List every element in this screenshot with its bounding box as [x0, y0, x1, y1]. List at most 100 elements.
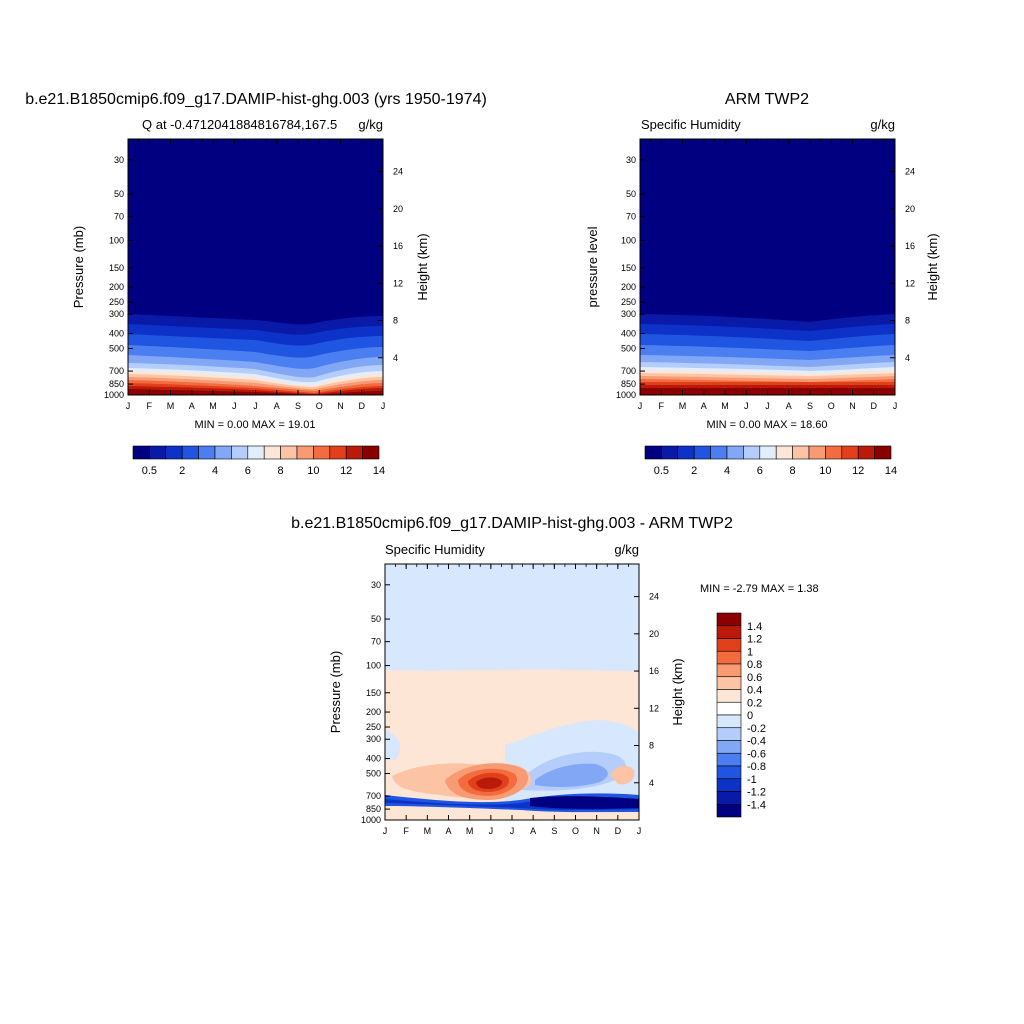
colorbar-swatch	[693, 445, 711, 460]
colorbar-label: -0.8	[747, 761, 766, 773]
panel-b-title: ARM TWP2	[725, 91, 809, 108]
panel-c-title: b.e21.B1850cmip6.f09_g17.DAMIP-hist-ghg.…	[291, 515, 733, 532]
x-tick-label: A	[530, 826, 536, 836]
panel-c-pos-patch-5	[476, 777, 503, 789]
colorbar-swatch	[716, 676, 742, 690]
panel-b-left-string: Specific Humidity	[641, 117, 741, 132]
colorbar-swatch	[759, 445, 777, 460]
y-tick-label: 70	[371, 637, 381, 647]
x-tick-label: J	[638, 401, 643, 411]
x-tick-label: J	[637, 826, 642, 836]
colorbar-swatch	[775, 445, 793, 460]
y2-tick-label: 8	[393, 316, 398, 326]
panel-c-axes: Pressure (mb) Height (km) MIN = -2.79 MA…	[328, 564, 819, 836]
panel-c-neg-band-3	[530, 796, 639, 809]
y-tick-label: 30	[626, 155, 636, 165]
y-tick-label: 100	[621, 236, 636, 246]
colorbar-swatch	[661, 445, 679, 460]
panel-c-colorbar: 1.41.210.80.60.40.20-0.2-0.4-0.6-0.8-1-1…	[716, 612, 766, 818]
y2-tick-label: 20	[905, 204, 915, 214]
colorbar-swatch	[792, 445, 810, 460]
colorbar-label: -0.4	[747, 736, 766, 748]
colorbar-swatch	[710, 445, 728, 460]
x-tick-label: J	[381, 401, 386, 411]
colorbar-swatch	[716, 714, 742, 729]
y-tick-label: 70	[626, 212, 636, 222]
y-tick-label: 1000	[361, 815, 381, 825]
colorbar-label: 2	[179, 465, 185, 477]
colorbar-label: -0.6	[747, 748, 766, 760]
panel-b-y2label: Height (km)	[925, 233, 940, 300]
y2-tick-label: 4	[393, 353, 398, 363]
y-tick-label: 50	[114, 189, 124, 199]
colorbar-swatch	[329, 445, 347, 460]
x-tick-label: M	[167, 401, 175, 411]
colorbar-label: 12	[852, 465, 864, 477]
x-tick-label: D	[871, 401, 878, 411]
colorbar-swatch	[716, 663, 742, 678]
panel-model: b.e21.B1850cmip6.f09_g17.DAMIP-hist-ghg.…	[25, 91, 487, 477]
y2-tick-label: 12	[905, 278, 915, 288]
colorbar-swatch	[716, 752, 742, 767]
y-tick-label: 400	[366, 754, 381, 764]
x-tick-label: S	[295, 401, 301, 411]
colorbar-label: 0.5	[142, 465, 157, 477]
x-tick-label: M	[209, 401, 217, 411]
x-tick-label: O	[828, 401, 835, 411]
colorbar-label: -1	[747, 774, 757, 786]
colorbar-label: -1.4	[747, 799, 766, 811]
colorbar-swatch	[247, 445, 265, 460]
y2-tick-label: 16	[393, 241, 403, 251]
colorbar-swatch	[165, 445, 183, 460]
y-tick-label: 250	[109, 297, 124, 307]
x-tick-label: S	[551, 826, 557, 836]
colorbar-label: 8	[278, 465, 284, 477]
panel-b-axes: pressure level Height (km) MIN = 0.00 MA…	[585, 139, 940, 431]
colorbar-label: 6	[757, 465, 763, 477]
colorbar-swatch	[716, 803, 742, 818]
y2-tick-label: 24	[649, 592, 659, 602]
panel-c-ylabel: Pressure (mb)	[328, 651, 343, 733]
y2-tick-label: 4	[649, 778, 654, 788]
y-tick-label: 500	[366, 769, 381, 779]
x-tick-label: O	[572, 826, 579, 836]
colorbar-swatch	[726, 445, 744, 460]
colorbar-swatch	[280, 445, 298, 460]
y2-tick-label: 20	[649, 629, 659, 639]
panel-a-right-string: g/kg	[358, 117, 383, 132]
colorbar-label: 1	[747, 646, 753, 658]
y-tick-label: 700	[109, 366, 124, 376]
panel-c-left-string: Specific Humidity	[385, 542, 485, 557]
y-tick-label: 500	[109, 344, 124, 354]
colorbar-swatch	[716, 701, 742, 716]
panel-a-y2label: Height (km)	[415, 233, 430, 300]
colorbar-label: 10	[819, 465, 831, 477]
colorbar-swatch	[149, 445, 167, 460]
x-tick-label: M	[721, 401, 729, 411]
colorbar-label: 0.6	[747, 672, 762, 684]
panel-a-ylabel: Pressure (mb)	[71, 226, 86, 308]
colorbar-swatch	[263, 445, 281, 460]
y-tick-label: 50	[371, 614, 381, 624]
colorbar-swatch	[874, 445, 892, 460]
panel-c-stats: MIN = -2.79 MAX = 1.38	[700, 583, 819, 595]
y-tick-label: 300	[366, 734, 381, 744]
colorbar-label: 14	[373, 465, 385, 477]
colorbar-swatch	[716, 791, 742, 805]
panel-a-title: b.e21.B1850cmip6.f09_g17.DAMIP-hist-ghg.…	[25, 91, 487, 108]
colorbar-swatch	[743, 445, 761, 460]
colorbar-label: 4	[724, 465, 730, 477]
y-tick-label: 150	[621, 263, 636, 273]
x-tick-label: F	[147, 401, 153, 411]
y-tick-label: 30	[114, 155, 124, 165]
y2-tick-label: 8	[905, 316, 910, 326]
colorbar-label: -1.2	[747, 787, 766, 799]
colorbar-swatch	[841, 445, 859, 460]
colorbar-swatch	[716, 650, 742, 665]
x-tick-label: J	[765, 401, 770, 411]
y-tick-label: 250	[366, 722, 381, 732]
y-tick-label: 850	[109, 379, 124, 389]
colorbar-label: 0.5	[654, 465, 669, 477]
x-tick-label: M	[466, 826, 474, 836]
